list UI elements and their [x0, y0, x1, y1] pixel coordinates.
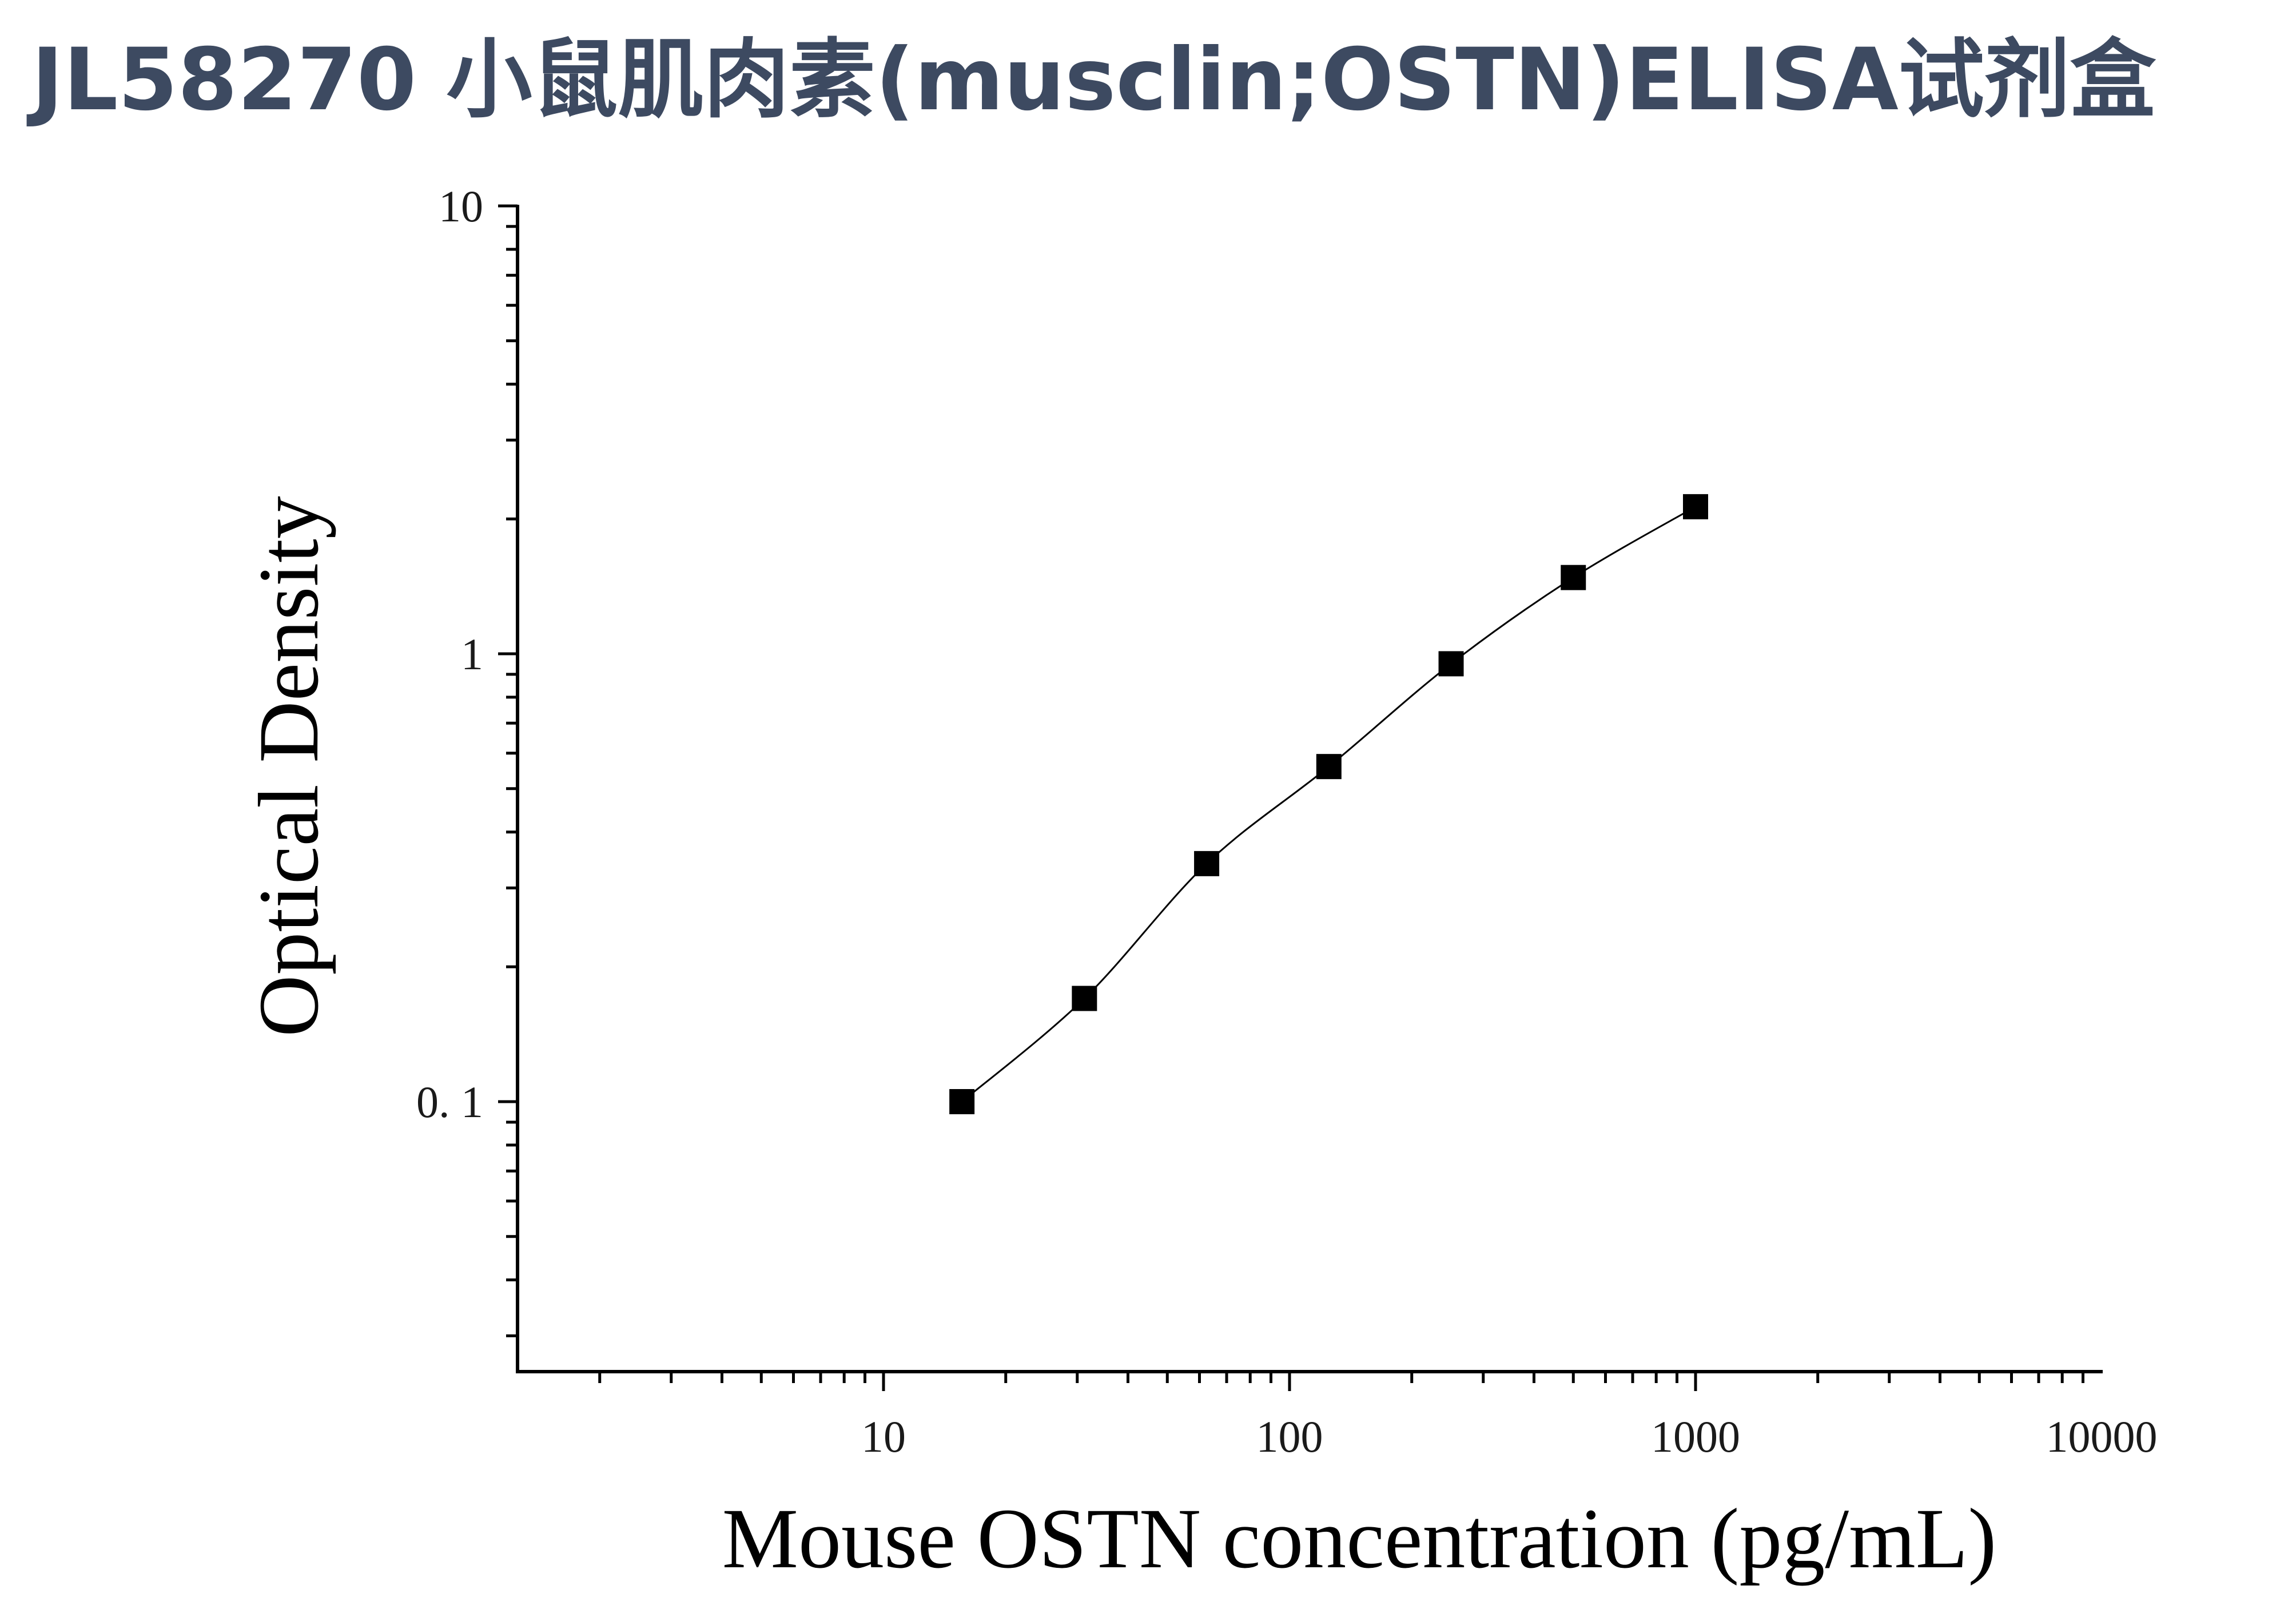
- x-tick-label: 10: [861, 1412, 906, 1461]
- y-tick-label: 0. 1: [416, 1077, 483, 1127]
- axes: [516, 205, 2103, 1373]
- data-point: [1194, 851, 1220, 876]
- data-point: [949, 1089, 975, 1114]
- y-tick-label: 10: [439, 181, 483, 231]
- x-tick-label: 1000: [1651, 1412, 1740, 1461]
- page-title: JL58270 小鼠肌肉素(musclin;OSTN)ELISA试剂盒: [31, 30, 2156, 130]
- data-point: [1438, 651, 1464, 677]
- x-axis-title: Mouse OSTN concentration (pg/mL): [722, 1491, 1997, 1586]
- tick-labels: 10 100 1000 10000 0. 1 1 10: [416, 181, 2158, 1461]
- x-tick-label: 100: [1256, 1412, 1323, 1461]
- fit-curve: [961, 506, 1696, 1103]
- y-axis-title: Optical Density: [241, 496, 336, 1037]
- y-tick-label: 1: [461, 629, 483, 679]
- data-point: [1561, 565, 1586, 590]
- data-point: [1316, 754, 1342, 780]
- ticks: [498, 204, 2085, 1391]
- data-points: [949, 494, 1708, 1114]
- x-tick-label: 10000: [2046, 1412, 2158, 1461]
- data-point: [1683, 494, 1708, 519]
- data-point: [1072, 986, 1097, 1011]
